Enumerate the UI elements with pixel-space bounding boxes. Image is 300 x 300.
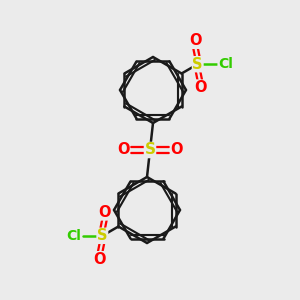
Text: O: O bbox=[98, 205, 111, 220]
Text: O: O bbox=[170, 142, 183, 158]
Text: Cl: Cl bbox=[66, 229, 81, 243]
Text: O: O bbox=[94, 252, 106, 267]
Text: O: O bbox=[189, 33, 202, 48]
Text: S: S bbox=[145, 142, 155, 158]
Text: Cl: Cl bbox=[218, 57, 233, 71]
Text: O: O bbox=[117, 142, 130, 158]
Text: S: S bbox=[192, 57, 203, 72]
Text: O: O bbox=[194, 80, 206, 95]
Text: S: S bbox=[97, 228, 108, 243]
